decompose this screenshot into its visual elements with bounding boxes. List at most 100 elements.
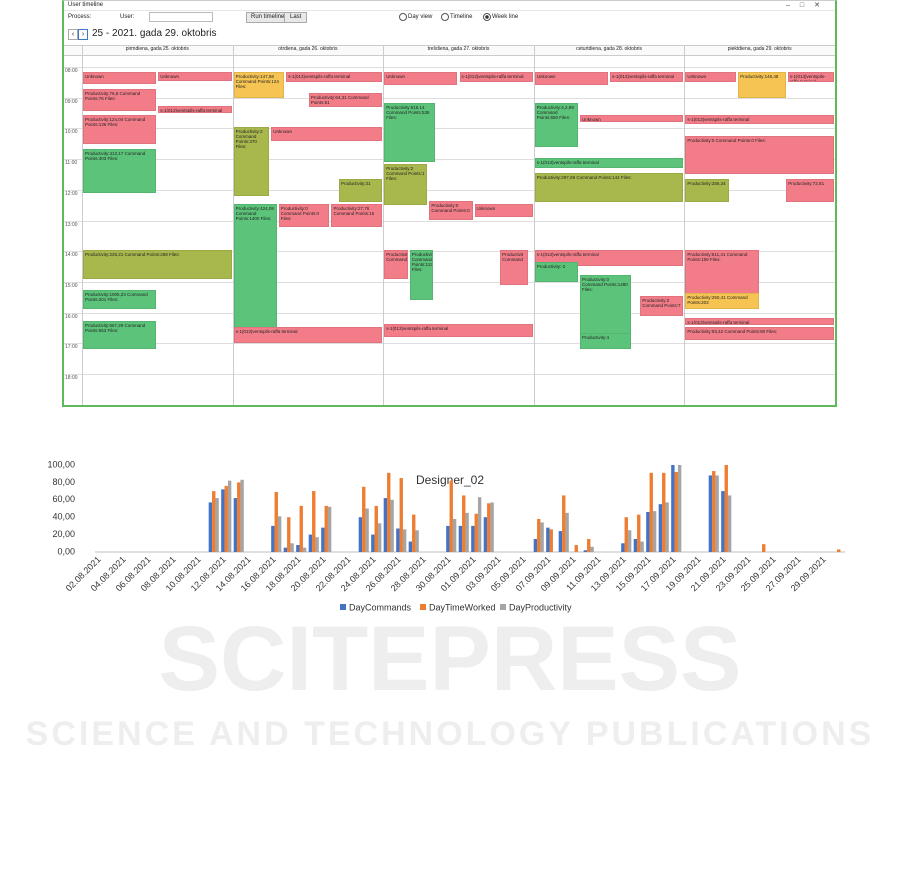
event: s-1(013)ventspils-raffa terminal bbox=[787, 72, 834, 83]
event: Productivit Command bbox=[384, 250, 408, 279]
hour-label: 11:00 bbox=[65, 160, 78, 167]
event: Productivity:-2 bbox=[534, 262, 578, 282]
x-tick-label: 04.08.2021 bbox=[89, 554, 128, 593]
event: Unknown bbox=[384, 72, 458, 86]
bar bbox=[487, 503, 491, 552]
hour-label: 12:00 bbox=[65, 190, 78, 197]
day-header: trešdiena, gada 27. oktobris bbox=[427, 46, 490, 52]
header-row bbox=[64, 45, 835, 56]
event: Productivity:516,14 Command Points:536 F… bbox=[384, 102, 435, 163]
event: Productivity:1005,23 Command Points:201 … bbox=[83, 289, 157, 310]
bar bbox=[415, 530, 419, 552]
bar bbox=[452, 518, 457, 552]
hour-line bbox=[64, 312, 835, 314]
event: Productivity:93,42 Command Points:80 Fil… bbox=[685, 326, 834, 341]
event: Productivity:413,17 Command Points:403 F… bbox=[83, 148, 157, 193]
last-button[interactable]: Last bbox=[284, 12, 308, 23]
bar bbox=[590, 546, 594, 552]
event: Productivity:0 Command Points:1480 Files… bbox=[579, 274, 631, 334]
bar bbox=[299, 505, 303, 552]
x-tick-label: 22.08.2021 bbox=[314, 554, 353, 593]
date-range: 25 - 2021. gada 29. oktobris bbox=[92, 28, 217, 39]
event: Unknown bbox=[158, 72, 232, 81]
bar bbox=[396, 528, 400, 552]
window-controls: –□✕ bbox=[786, 2, 830, 9]
hour-line bbox=[64, 159, 835, 161]
x-tick-label: 28.08.2021 bbox=[389, 554, 428, 593]
bar bbox=[287, 517, 291, 552]
day-separator bbox=[533, 45, 535, 405]
view-radio[interactable] bbox=[441, 13, 449, 21]
legend-label: DayProductivity bbox=[509, 602, 572, 612]
x-tick-label: 01.09.2021 bbox=[439, 554, 478, 593]
hour-label: 08:00 bbox=[65, 68, 78, 74]
user-label: User: bbox=[120, 14, 135, 20]
x-tick-label: 13.09.2021 bbox=[589, 554, 628, 593]
bar bbox=[649, 472, 653, 552]
view-radio[interactable] bbox=[483, 13, 491, 21]
day-header: ceturtdiena, gada 28. oktobris bbox=[576, 46, 643, 52]
bar bbox=[549, 529, 553, 552]
nav-prev: ‹ bbox=[68, 29, 78, 40]
hour-line bbox=[64, 97, 835, 99]
bar bbox=[674, 471, 678, 552]
bar bbox=[462, 495, 466, 552]
bar bbox=[587, 538, 591, 552]
hour-line bbox=[64, 374, 835, 375]
bar bbox=[371, 534, 375, 552]
bar bbox=[474, 513, 478, 552]
y-tick-label: 60,00 bbox=[52, 494, 75, 504]
day-header: otrdiena, gada 26. oktobris bbox=[278, 46, 338, 52]
bar bbox=[662, 472, 666, 552]
bar bbox=[565, 512, 569, 552]
x-tick-label: 24.08.2021 bbox=[339, 554, 378, 593]
event: Productivity:64,31 Command Points:51 bbox=[308, 93, 383, 107]
run-button[interactable]: Run timeline bbox=[246, 12, 290, 23]
hour-line bbox=[64, 281, 835, 283]
bar bbox=[377, 523, 382, 552]
bar bbox=[727, 495, 732, 552]
event: Productivity:297,69 Command Points:144 F… bbox=[534, 173, 684, 202]
event: Unknown bbox=[271, 127, 383, 141]
bar bbox=[449, 480, 453, 552]
event: Productivity:667,29 Command Points:653 F… bbox=[83, 320, 157, 350]
event: Productivity:256,34 bbox=[685, 179, 729, 202]
x-tick-label: 27.09.2021 bbox=[764, 554, 803, 593]
bar bbox=[677, 465, 682, 552]
event: Productivity:0 Command Points:0 Files: bbox=[278, 204, 330, 227]
x-tick-label: 29.09.2021 bbox=[789, 554, 828, 593]
event: Productivity:424,08 Command Points:1400 … bbox=[233, 204, 277, 331]
x-tick-label: 19.09.2021 bbox=[664, 554, 703, 593]
day-separator bbox=[383, 45, 385, 405]
bar bbox=[271, 525, 275, 552]
process-label: Process: bbox=[68, 14, 92, 20]
bar bbox=[237, 482, 241, 552]
view-radio[interactable] bbox=[399, 13, 407, 21]
hour-line bbox=[64, 220, 835, 222]
x-tick-label: 05.09.2021 bbox=[489, 554, 528, 593]
bar bbox=[233, 498, 238, 552]
view-label: Week line bbox=[492, 14, 519, 20]
hour-label: 15:00 bbox=[65, 282, 78, 289]
x-tick-label: 25.09.2021 bbox=[739, 554, 778, 593]
bar bbox=[562, 495, 566, 552]
bar bbox=[224, 485, 228, 552]
bar bbox=[583, 550, 588, 552]
x-tick-label: 15.09.2021 bbox=[614, 554, 653, 593]
bar bbox=[274, 491, 278, 552]
x-tick-label: 23.09.2021 bbox=[714, 554, 753, 593]
event: s-1(013)ventspils-raffa terminal bbox=[286, 72, 383, 83]
event: Unknown bbox=[83, 72, 157, 84]
x-tick-label: 08.08.2021 bbox=[139, 554, 178, 593]
bar bbox=[277, 516, 282, 552]
y-tick-label: 0,00 bbox=[57, 546, 75, 556]
bar bbox=[302, 547, 307, 552]
event: Productivity:2 Command Points:370 Files: bbox=[233, 127, 270, 196]
event: Productivity:72,81 bbox=[786, 179, 834, 202]
hour-label: 09:00 bbox=[65, 98, 78, 105]
legend-swatch bbox=[420, 604, 426, 610]
x-tick-label: 18.08.2021 bbox=[264, 554, 303, 593]
bar bbox=[558, 531, 563, 552]
bar bbox=[374, 505, 378, 552]
